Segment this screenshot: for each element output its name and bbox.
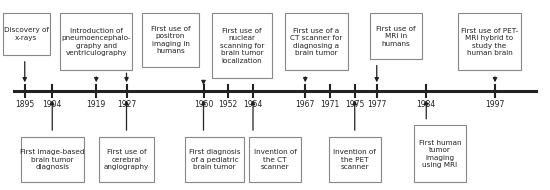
Text: Discovery of
x-rays: Discovery of x-rays xyxy=(4,27,49,41)
Text: First use of
positron
imaging in
humans: First use of positron imaging in humans xyxy=(151,26,190,54)
Text: First diagnosis
of a pediatric
brain tumor: First diagnosis of a pediatric brain tum… xyxy=(189,149,240,170)
FancyBboxPatch shape xyxy=(285,13,348,70)
Text: First use of
nuclear
scanning for
brain tumor
localization: First use of nuclear scanning for brain … xyxy=(220,28,264,64)
Text: Introduction of
pneumoencephalo-
graphy and
ventriculography: Introduction of pneumoencephalo- graphy … xyxy=(62,28,131,56)
Text: 1954: 1954 xyxy=(243,100,263,109)
FancyBboxPatch shape xyxy=(185,137,244,182)
FancyBboxPatch shape xyxy=(414,125,466,182)
Text: 1984: 1984 xyxy=(417,100,436,109)
Text: 1997: 1997 xyxy=(485,100,505,109)
Text: 1904: 1904 xyxy=(42,100,62,109)
Text: 1977: 1977 xyxy=(367,100,387,109)
Text: 1967: 1967 xyxy=(295,100,315,109)
Text: 1952: 1952 xyxy=(219,100,238,109)
FancyBboxPatch shape xyxy=(370,13,422,59)
Text: 1971: 1971 xyxy=(320,100,340,109)
Text: 1975: 1975 xyxy=(345,100,365,109)
Text: First human
tumor
imaging
using MRI: First human tumor imaging using MRI xyxy=(419,140,461,168)
Text: 1950: 1950 xyxy=(194,100,213,109)
FancyBboxPatch shape xyxy=(21,137,84,182)
Text: 1919: 1919 xyxy=(87,100,106,109)
Text: First use of
cerebral
angiography: First use of cerebral angiography xyxy=(104,149,149,170)
FancyBboxPatch shape xyxy=(60,13,132,70)
Text: 1927: 1927 xyxy=(117,100,136,109)
Text: First use of
MRI in
humans: First use of MRI in humans xyxy=(376,26,416,47)
Text: Invention of
the CT
scanner: Invention of the CT scanner xyxy=(254,149,296,170)
FancyBboxPatch shape xyxy=(458,13,521,70)
FancyBboxPatch shape xyxy=(212,13,272,78)
Text: First image-based
brain tumor
diagnosis: First image-based brain tumor diagnosis xyxy=(20,149,85,170)
FancyBboxPatch shape xyxy=(249,137,301,182)
Text: First use of a
CT scanner for
diagnosing a
brain tumor: First use of a CT scanner for diagnosing… xyxy=(290,28,343,56)
FancyBboxPatch shape xyxy=(3,13,49,55)
Text: 1895: 1895 xyxy=(15,100,34,109)
FancyBboxPatch shape xyxy=(142,13,199,66)
FancyBboxPatch shape xyxy=(99,137,154,182)
Text: Invention of
the PET
scanner: Invention of the PET scanner xyxy=(333,149,376,170)
Text: First use of PET-
MRI hybrid to
study the
human brain: First use of PET- MRI hybrid to study th… xyxy=(461,28,518,56)
FancyBboxPatch shape xyxy=(329,137,381,182)
